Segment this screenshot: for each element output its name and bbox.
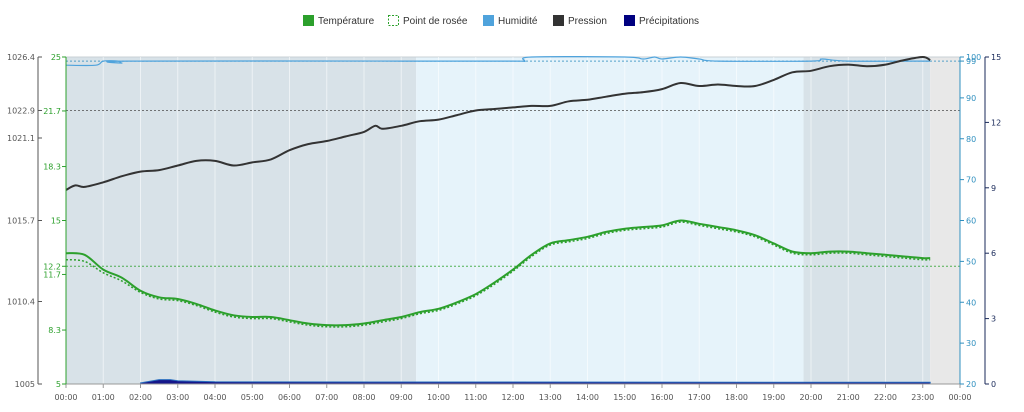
humidity-tick-label: 80: [966, 135, 976, 144]
precipitation-tick-label: 15: [991, 53, 1001, 62]
x-tick-label: 18:00: [725, 393, 748, 402]
x-tick-label: 07:00: [315, 393, 338, 402]
x-tick-label: 22:00: [874, 393, 897, 402]
legend-swatch-precipitation: [624, 15, 635, 26]
x-tick-label: 05:00: [241, 393, 264, 402]
x-tick-label: 19:00: [762, 393, 785, 402]
humidity-tick-label: 99: [966, 57, 976, 66]
legend-label-precipitation: Précipitations: [639, 16, 699, 27]
x-tick-label: 02:00: [129, 393, 152, 402]
x-tick-label: 23:00: [911, 393, 934, 402]
x-tick-label: 13:00: [539, 393, 562, 402]
pressure-tick-label: 1021.1: [7, 134, 35, 143]
precipitation-tick-label: 0: [991, 380, 996, 389]
axes: 00:00 01:00 02:00 03:00 04:00 05:00 06:00 07:00…: [7, 53, 1001, 402]
x-tick-label: 16:00: [650, 393, 673, 402]
legend-swatch-temperature: [303, 15, 314, 26]
temperature-tick-label: 5: [56, 380, 61, 389]
x-tick-label: 03:00: [166, 393, 189, 402]
humidity-tick-label: 40: [966, 298, 976, 307]
precipitation-tick-label: 9: [991, 184, 996, 193]
x-tick-label: 09:00: [390, 393, 413, 402]
humidity-tick-label: 50: [966, 257, 976, 266]
x-tick-label: 21:00: [837, 393, 860, 402]
x-tick-label: 17:00: [688, 393, 711, 402]
precipitation-tick-label: 3: [991, 315, 996, 324]
band-day-1: [416, 57, 804, 384]
pressure-tick-label: 1026.4: [7, 53, 35, 62]
legend-swatch-humidity: [483, 15, 494, 26]
x-tick-label: 00:00: [948, 393, 971, 402]
humidity-tick-label: 100: [966, 53, 981, 62]
band-outside-3: [930, 57, 960, 384]
x-tick-label: 08:00: [352, 393, 375, 402]
series-precipitation: [140, 379, 931, 385]
legend-swatch-dewpoint: [388, 15, 399, 26]
temperature-tick-label: 21.7: [43, 107, 61, 116]
humidity-tick-label: 90: [966, 94, 976, 103]
data-series: [65, 56, 931, 385]
series-pressure: [65, 56, 931, 191]
temperature-tick-label: 8.3: [48, 326, 61, 335]
chart-legend: Température Point de rosée Humidité Pressio…: [303, 15, 699, 27]
series-temperature: [65, 219, 931, 327]
humidity-tick-label: 60: [966, 217, 976, 226]
temperature-tick-label: 25: [51, 53, 61, 62]
x-tick-label: 11:00: [464, 393, 487, 402]
precipitation-tick-label: 12: [991, 118, 1001, 127]
pressure-tick-label: 1010.4: [7, 297, 35, 306]
band-night-2: [803, 57, 931, 384]
legend-label-temperature: Température: [318, 16, 375, 27]
legend-swatch-pressure: [553, 15, 564, 26]
legend-label-dewpoint: Point de rosée: [403, 16, 468, 27]
x-tick-label: 12:00: [501, 393, 524, 402]
temperature-tick-label: 15: [51, 217, 61, 226]
pressure-tick-label: 1022.9: [7, 106, 35, 115]
x-tick-label: 20:00: [799, 393, 822, 402]
precipitation-tick-label: 6: [991, 249, 996, 258]
series-dewpoint: [65, 221, 931, 328]
pressure-tick-label: 1015.7: [7, 217, 35, 226]
x-tick-label: 14:00: [576, 393, 599, 402]
temperature-tick-label: 11.7: [43, 270, 61, 279]
x-tick-label: 01:00: [92, 393, 115, 402]
x-tick-label: 10:00: [427, 393, 450, 402]
legend-label-humidity: Humidité: [498, 16, 538, 27]
x-tick-label: 04:00: [203, 393, 226, 402]
humidity-tick-label: 30: [966, 339, 976, 348]
series-humidity: [65, 56, 931, 67]
pressure-tick-label: 1005: [15, 380, 35, 389]
temperature-tick-label: 12.2: [43, 262, 61, 271]
x-tick-label: 15:00: [613, 393, 636, 402]
x-tick-label: 06:00: [278, 393, 301, 402]
legend-label-pressure: Pression: [568, 16, 607, 27]
humidity-tick-label: 70: [966, 176, 976, 185]
humidity-tick-label: 20: [966, 380, 976, 389]
band-night-0: [66, 57, 417, 384]
temperature-tick-label: 18.3: [43, 163, 61, 172]
x-tick-label: 00:00: [54, 393, 77, 402]
